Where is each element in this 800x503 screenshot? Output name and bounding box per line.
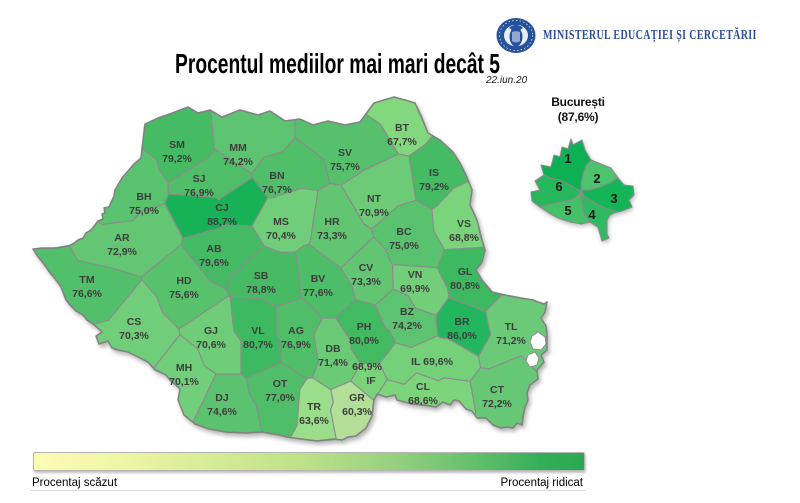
svg-text:86,0%: 86,0% xyxy=(447,330,477,342)
svg-text:HD: HD xyxy=(176,275,192,287)
svg-text:75,6%: 75,6% xyxy=(169,289,199,301)
svg-text:SJ: SJ xyxy=(193,173,206,185)
svg-text:BZ: BZ xyxy=(400,306,415,318)
svg-text:77,0%: 77,0% xyxy=(265,392,295,404)
svg-text:75,7%: 75,7% xyxy=(330,161,360,173)
svg-text:70,3%: 70,3% xyxy=(119,330,149,342)
svg-text:68,6%: 68,6% xyxy=(408,395,438,407)
svg-text:AB: AB xyxy=(206,243,222,255)
svg-text:AG: AG xyxy=(288,325,304,337)
svg-text:80,0%: 80,0% xyxy=(349,335,379,347)
svg-text:68,9%: 68,9% xyxy=(352,361,382,373)
svg-text:PH: PH xyxy=(357,321,372,333)
svg-text:67,7%: 67,7% xyxy=(387,136,417,148)
svg-text:NT: NT xyxy=(367,193,382,205)
svg-text:6: 6 xyxy=(555,179,562,194)
svg-text:71,4%: 71,4% xyxy=(318,357,348,369)
svg-text:73,3%: 73,3% xyxy=(317,230,347,242)
svg-text:HR: HR xyxy=(324,216,340,228)
svg-text:CT: CT xyxy=(490,384,505,396)
svg-text:72,2%: 72,2% xyxy=(482,398,512,410)
svg-text:IF: IF xyxy=(366,375,376,387)
svg-text:BV: BV xyxy=(311,273,326,285)
svg-text:TL: TL xyxy=(505,321,518,333)
svg-text:TR: TR xyxy=(307,401,321,413)
svg-text:OT: OT xyxy=(273,378,288,390)
svg-text:4: 4 xyxy=(588,207,596,222)
svg-text:GR: GR xyxy=(349,392,365,404)
svg-text:88,7%: 88,7% xyxy=(207,216,237,228)
svg-text:79,2%: 79,2% xyxy=(419,181,449,193)
svg-text:75,0%: 75,0% xyxy=(389,240,419,252)
svg-text:70,9%: 70,9% xyxy=(359,207,389,219)
svg-text:BH: BH xyxy=(136,191,151,203)
svg-text:CJ: CJ xyxy=(215,202,229,214)
svg-text:73,3%: 73,3% xyxy=(351,276,381,288)
svg-text:SB: SB xyxy=(254,270,269,282)
svg-text:AR: AR xyxy=(114,232,130,244)
svg-text:60,3%: 60,3% xyxy=(342,406,372,418)
svg-text:GL: GL xyxy=(458,266,473,278)
svg-text:3: 3 xyxy=(610,191,617,206)
svg-text:80,8%: 80,8% xyxy=(450,280,480,292)
svg-text:71,2%: 71,2% xyxy=(496,335,526,347)
svg-text:BT: BT xyxy=(395,122,410,134)
svg-text:DJ: DJ xyxy=(215,392,229,404)
svg-text:GJ: GJ xyxy=(204,325,218,337)
svg-text:VN: VN xyxy=(408,269,423,281)
svg-text:MH: MH xyxy=(176,362,192,374)
svg-text:63,6%: 63,6% xyxy=(299,415,329,427)
svg-text:MM: MM xyxy=(229,142,247,154)
svg-text:74,6%: 74,6% xyxy=(207,406,237,418)
svg-text:SV: SV xyxy=(338,147,352,159)
svg-text:DB: DB xyxy=(325,343,341,355)
svg-text:TM: TM xyxy=(79,274,94,286)
svg-text:CV: CV xyxy=(359,262,374,274)
svg-text:IS: IS xyxy=(429,167,439,179)
svg-text:72,9%: 72,9% xyxy=(107,246,137,258)
svg-text:70,4%: 70,4% xyxy=(266,230,296,242)
svg-text:CL: CL xyxy=(416,381,431,393)
svg-text:68,8%: 68,8% xyxy=(449,232,479,244)
svg-text:74,2%: 74,2% xyxy=(223,156,253,168)
svg-text:BN: BN xyxy=(269,170,284,182)
svg-text:80,7%: 80,7% xyxy=(243,339,273,351)
svg-text:69,9%: 69,9% xyxy=(400,283,430,295)
svg-text:VS: VS xyxy=(457,218,471,230)
svg-text:77,6%: 77,6% xyxy=(303,287,333,299)
svg-text:79,2%: 79,2% xyxy=(162,153,192,165)
svg-text:78,8%: 78,8% xyxy=(246,284,276,296)
svg-text:5: 5 xyxy=(564,203,571,218)
svg-text:70,6%: 70,6% xyxy=(196,339,226,351)
svg-text:75,0%: 75,0% xyxy=(129,205,159,217)
svg-text:1: 1 xyxy=(564,151,571,166)
svg-text:MS: MS xyxy=(273,216,289,228)
svg-text:BR: BR xyxy=(454,316,470,328)
svg-text:IL 69,6%: IL 69,6% xyxy=(411,356,453,368)
svg-text:76,9%: 76,9% xyxy=(184,187,214,199)
svg-text:SM: SM xyxy=(169,139,185,151)
svg-text:74,2%: 74,2% xyxy=(392,320,422,332)
svg-text:70,1%: 70,1% xyxy=(169,376,199,388)
svg-text:BC: BC xyxy=(396,226,412,238)
svg-text:79,6%: 79,6% xyxy=(199,257,229,269)
svg-text:2: 2 xyxy=(593,171,600,186)
svg-text:76,9%: 76,9% xyxy=(281,339,311,351)
svg-text:CS: CS xyxy=(127,316,142,328)
svg-text:76,7%: 76,7% xyxy=(262,184,292,196)
svg-text:76,6%: 76,6% xyxy=(72,288,102,300)
svg-text:VL: VL xyxy=(251,325,265,337)
